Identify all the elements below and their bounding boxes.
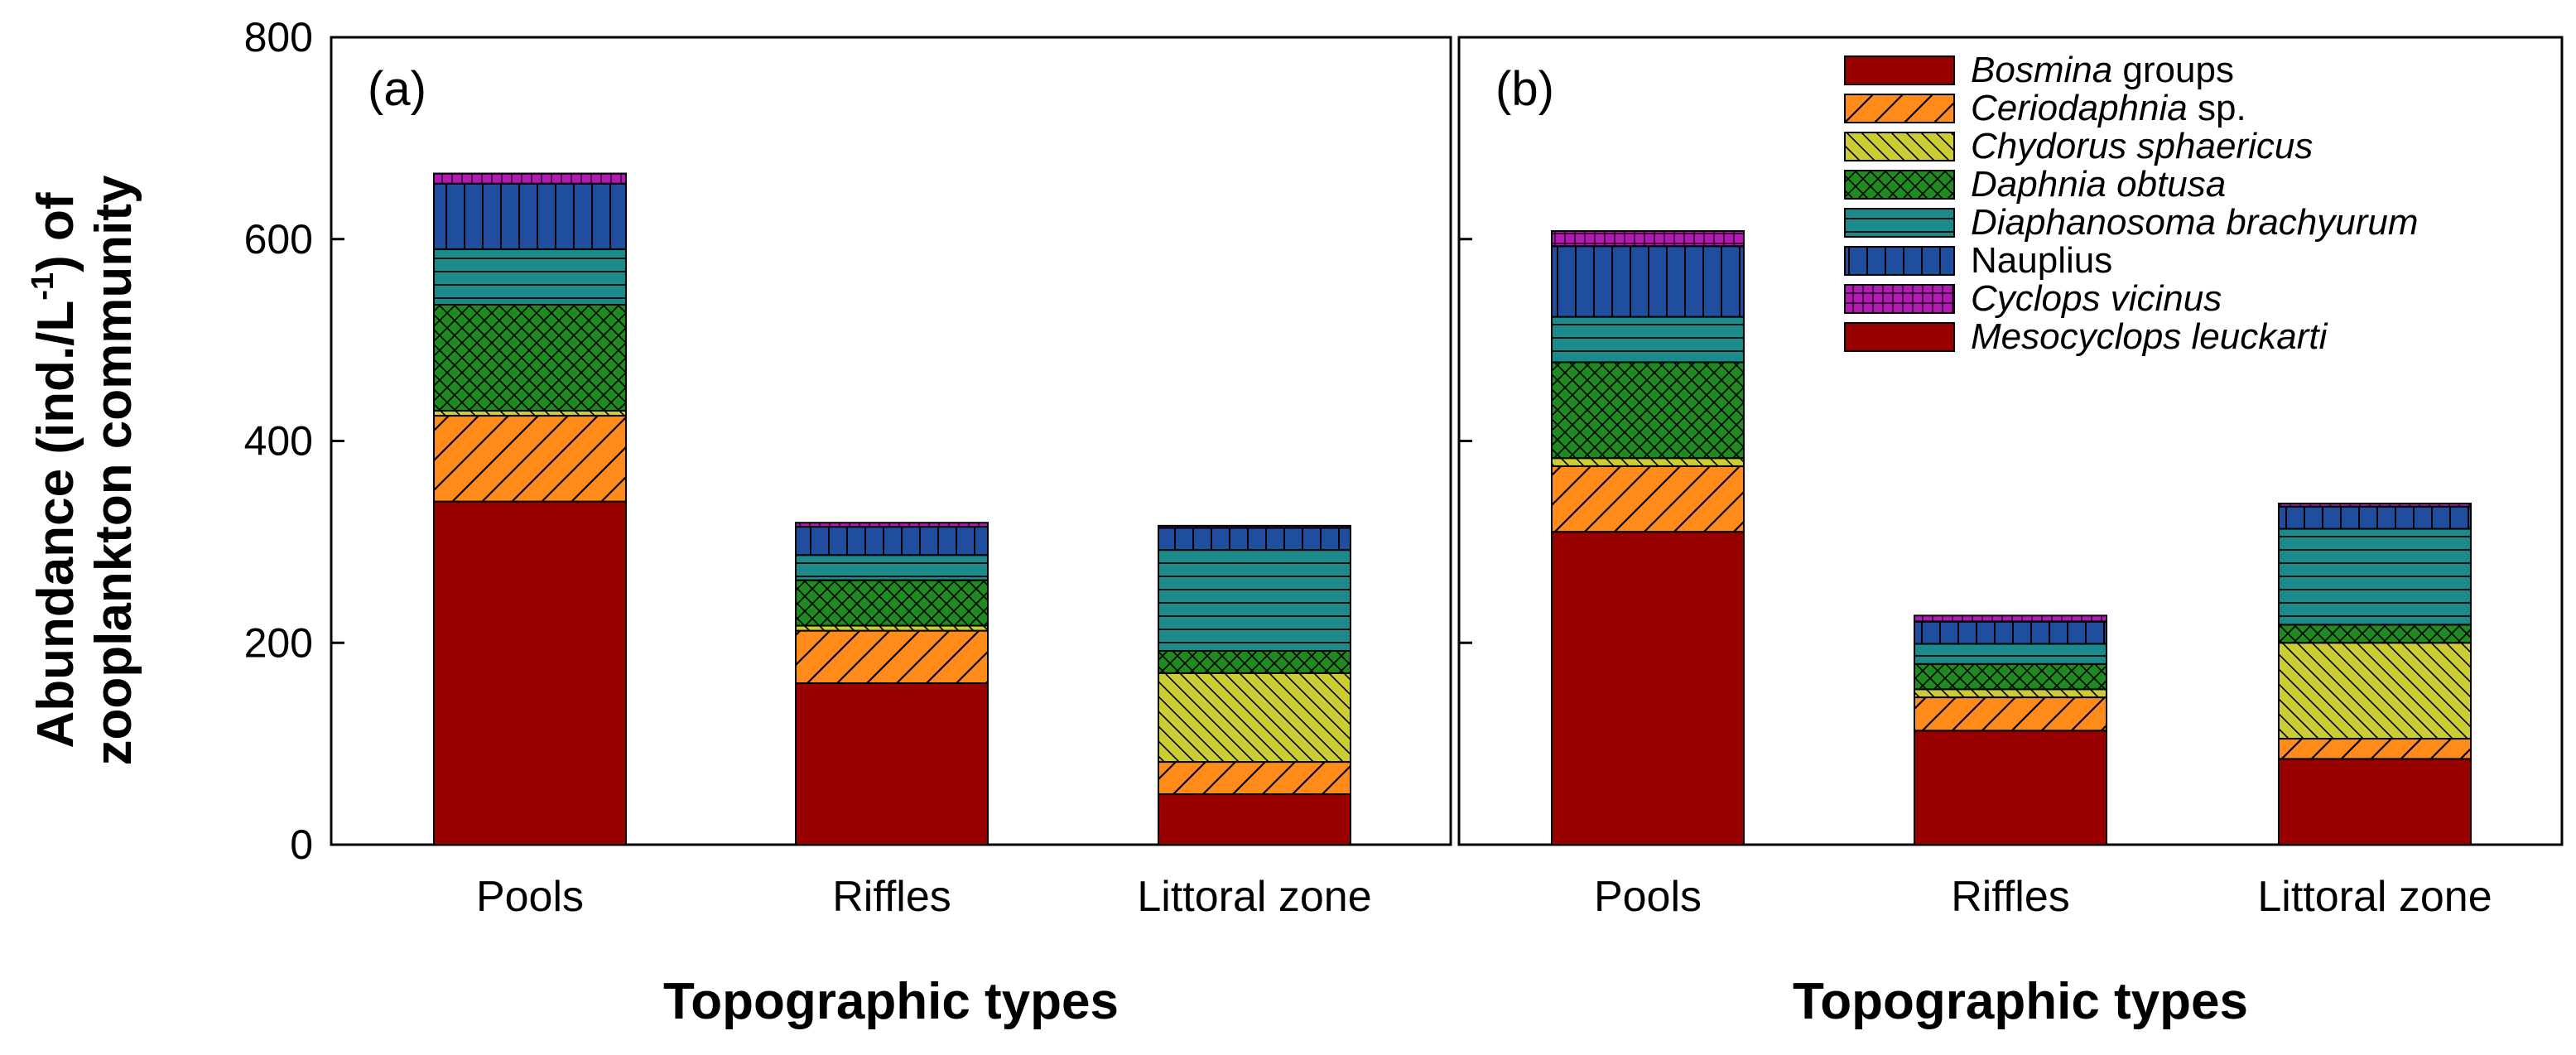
bar-segment-diaphanosoma-brachyurum — [1551, 316, 1745, 364]
bar-stack-riffles — [1914, 614, 2107, 845]
panel-b: Pools Riffles Littoral zone (b) Topographic … — [1457, 36, 2564, 1030]
legend-swatch — [1844, 170, 1955, 200]
y-axis-title: Abundance (ind./L-1) of zooplankton comm… — [26, 175, 142, 766]
bar-stack-pools — [1551, 230, 1745, 845]
legend-item: Daphnia obtusa — [1844, 164, 2226, 205]
y-tick-label: 400 — [244, 418, 313, 465]
bar-segment-chydorus-sphaericus — [1551, 457, 1745, 467]
bar-segment-ceriodaphnia-sp- — [2278, 738, 2472, 760]
x-tick-label: Littoral zone — [2257, 873, 2492, 921]
bar-segment-diaphanosoma-brachyurum — [795, 554, 989, 581]
legend-label: Daphnia obtusa — [1971, 164, 2226, 205]
legend-item: Bosmina groups — [1844, 50, 2234, 90]
bar-segment-nauplius — [1551, 245, 1745, 318]
legend-item: Chydorus sphaericus — [1844, 126, 2313, 166]
bar-segment-diaphanosoma-brachyurum — [433, 248, 627, 306]
bar-segment-chydorus-sphaericus — [2278, 642, 2472, 740]
legend-item: Ceriodaphnia sp. — [1844, 88, 2246, 128]
panel-label: (b) — [1495, 62, 1554, 116]
legend-label: Diaphanosoma brachyurum — [1971, 202, 2419, 243]
y-tick-label: 200 — [244, 619, 313, 666]
bar-segment-bosmina-groups — [2278, 758, 2472, 845]
legend-swatch — [1844, 132, 1955, 161]
bar-segment-bosmina-groups — [433, 500, 627, 845]
x-tick-label: Riffles — [832, 873, 951, 921]
bar-segment-ceriodaphnia-sp- — [433, 415, 627, 503]
bar-segment-ceriodaphnia-sp- — [1551, 465, 1745, 533]
y-tick-label: 0 — [290, 821, 313, 868]
bar-segment-bosmina-groups — [1551, 531, 1745, 845]
y-tick-label: 800 — [244, 14, 313, 60]
bar-segment-cyclops-vicinus — [1914, 614, 2107, 623]
y-axis-title-line2: zooplankton community — [85, 175, 142, 766]
bar-segment-nauplius — [2278, 505, 2472, 530]
y-axis-title-line1: Abundance (ind./L-1) of — [26, 192, 84, 748]
bar-stack-littoral-zone — [1158, 524, 1351, 845]
bar-segment-chydorus-sphaericus — [1158, 672, 1351, 764]
bar-segment-ceriodaphnia-sp- — [1914, 696, 2107, 732]
bar-stack-riffles — [795, 522, 989, 845]
bar-segment-daphnia-obtusa — [795, 579, 989, 627]
bar-segment-bosmina-groups — [1158, 793, 1351, 845]
bar-segment-cyclops-vicinus — [1551, 230, 1745, 248]
bar-segment-nauplius — [1158, 527, 1351, 552]
legend-swatch — [1844, 284, 1955, 314]
bar-segment-ceriodaphnia-sp- — [795, 629, 989, 684]
legend-item: Diaphanosoma brachyurum — [1844, 202, 2419, 243]
bar-segment-ceriodaphnia-sp- — [1158, 761, 1351, 796]
bar-segment-nauplius — [1914, 620, 2107, 645]
legend-label: Bosmina groups — [1971, 50, 2234, 90]
x-tick-label: Pools — [1594, 873, 1702, 921]
bar-segment-diaphanosoma-brachyurum — [1914, 643, 2107, 665]
legend-item: Mesocyclops leuckarti — [1844, 316, 2328, 357]
bar-segment-cyclops-vicinus — [2278, 503, 2472, 508]
bar-segment-nauplius — [795, 526, 989, 556]
x-axis-title: Topographic types — [663, 973, 1119, 1030]
bar-segment-cyclops-vicinus — [795, 522, 989, 528]
legend-swatch — [1844, 55, 1955, 85]
bar-segment-diaphanosoma-brachyurum — [1158, 549, 1351, 652]
bar-segment-cyclops-vicinus — [433, 172, 627, 185]
bar-segment-bosmina-groups — [1914, 730, 2107, 845]
bar-segment-chydorus-sphaericus — [1914, 688, 2107, 699]
bar-segment-daphnia-obtusa — [1158, 650, 1351, 674]
legend-item: Nauplius — [1844, 240, 2112, 281]
bar-segment-daphnia-obtusa — [1914, 662, 2107, 691]
legend-label: Cyclops vicinus — [1971, 278, 2222, 319]
bar-segment-daphnia-obtusa — [2278, 624, 2472, 644]
legend-swatch — [1844, 94, 1955, 123]
x-tick-label: Riffles — [1951, 873, 2070, 921]
panel-label: (a) — [368, 62, 426, 116]
bar-segment-bosmina-groups — [795, 682, 989, 845]
bar-segment-daphnia-obtusa — [1551, 361, 1745, 460]
legend-label: Mesocyclops leuckarti — [1971, 316, 2328, 357]
legend-label: Chydorus sphaericus — [1971, 126, 2313, 166]
bar-stack-littoral-zone — [2278, 503, 2472, 845]
x-axis-title: Topographic types — [1793, 973, 2248, 1030]
legend-label: Ceriodaphnia sp. — [1971, 88, 2246, 128]
bar-segment-diaphanosoma-brachyurum — [2278, 528, 2472, 626]
legend-item: Cyclops vicinus — [1844, 278, 2222, 319]
bar-segment-daphnia-obtusa — [433, 303, 627, 412]
panel-a: 0 200 400 600 800 Pools Riffles Littoral zone (a… — [244, 14, 1452, 1030]
bar-segment-cyclops-vicinus — [1158, 524, 1351, 529]
x-tick-label: Pools — [476, 873, 584, 921]
bar-segment-nauplius — [433, 182, 627, 250]
legend-label: Nauplius — [1971, 240, 2112, 281]
legend-swatch — [1844, 208, 1955, 238]
bar-stack-pools — [433, 172, 627, 845]
legend-swatch — [1844, 322, 1955, 352]
x-tick-label: Littoral zone — [1137, 873, 1371, 921]
y-tick-label: 600 — [244, 216, 313, 263]
legend-swatch — [1844, 246, 1955, 276]
